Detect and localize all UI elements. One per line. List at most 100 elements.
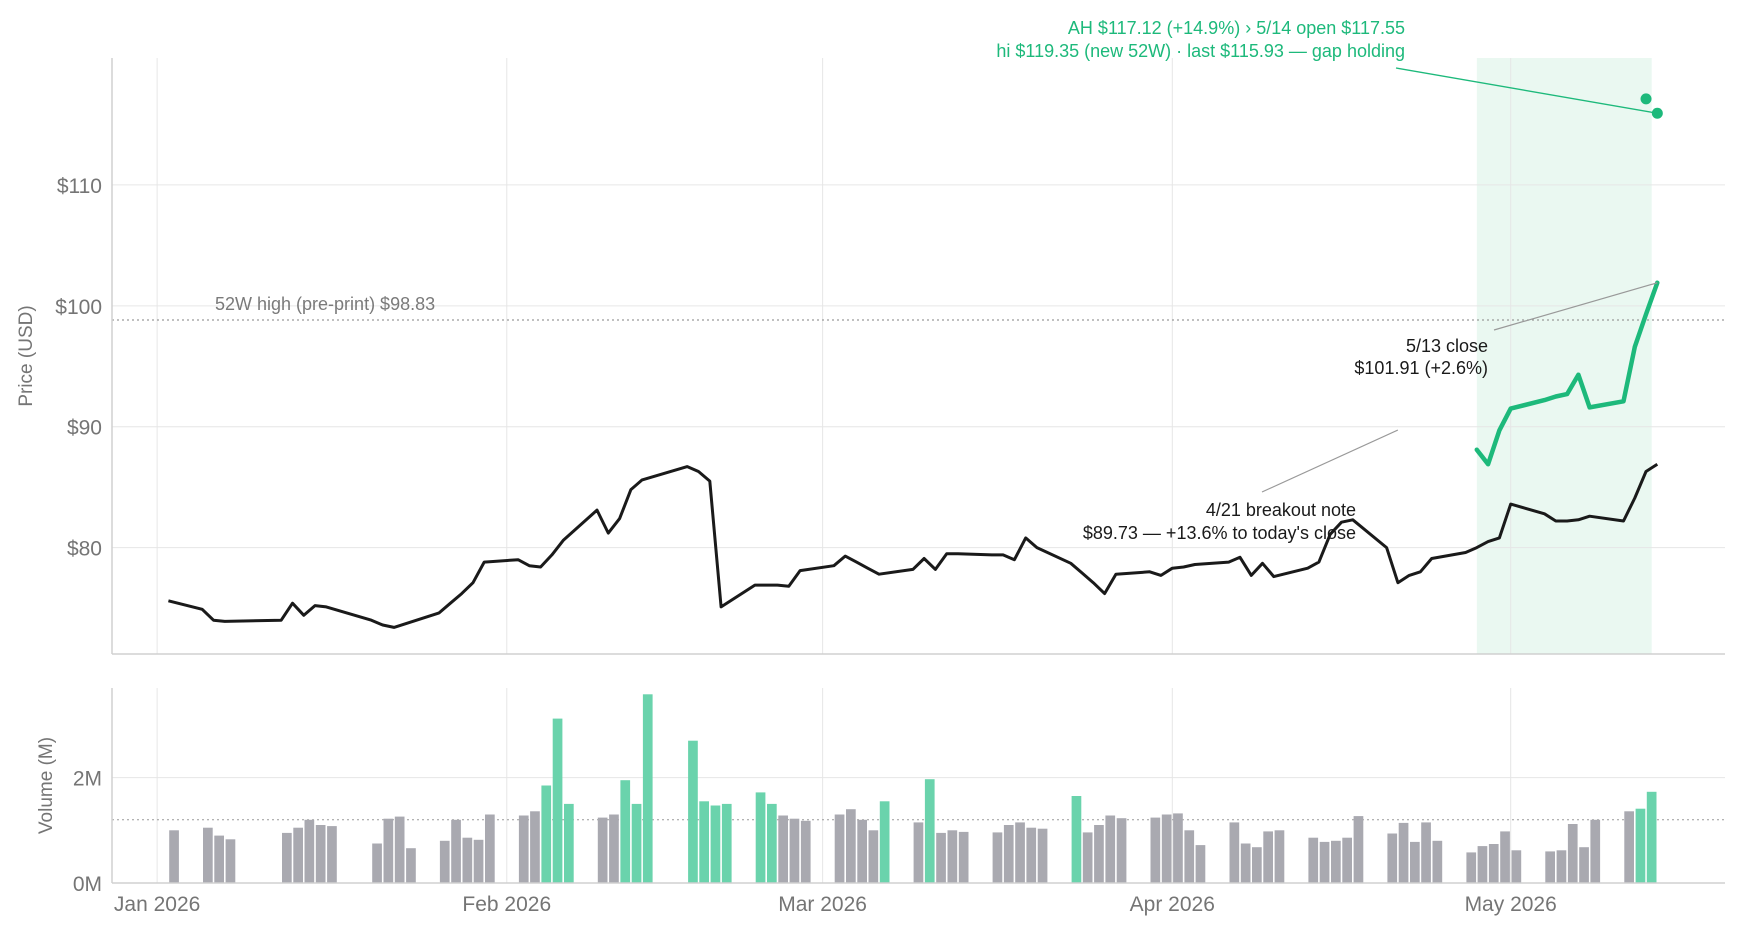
x-tick-label: Apr 2026 bbox=[1130, 893, 1215, 916]
volume-bar-67 bbox=[1308, 837, 1319, 883]
volume-bar-12 bbox=[406, 848, 416, 883]
shaded-period bbox=[1476, 58, 1652, 654]
annotation-layer: 52W high (pre-print) $98.83 4/21 breakout… bbox=[215, 18, 1658, 543]
volume-bar-61 bbox=[1195, 845, 1206, 883]
volume-bar-89 bbox=[1646, 791, 1657, 883]
volume-bar-81 bbox=[1511, 850, 1522, 883]
volume-bar-13 bbox=[439, 840, 450, 883]
close-leader-line bbox=[1493, 282, 1658, 331]
volume-bar-60 bbox=[1184, 830, 1195, 883]
breakout-leader-line bbox=[1261, 429, 1399, 493]
volume-bar-74 bbox=[1410, 841, 1420, 883]
volume-bar-18 bbox=[518, 815, 529, 883]
series-layer bbox=[112, 93, 1725, 883]
volume-bar-83 bbox=[1556, 850, 1567, 883]
x-tick-label: May 2026 bbox=[1465, 893, 1557, 916]
volume-bar-62 bbox=[1229, 822, 1240, 883]
volume-bar-4 bbox=[282, 832, 292, 883]
price-y-tick-label: $90 bbox=[67, 417, 102, 440]
volume-bar-77 bbox=[1466, 852, 1477, 883]
price-y-tick-label: $80 bbox=[67, 538, 102, 561]
volume-bar-88 bbox=[1635, 808, 1646, 883]
volume-bar-21 bbox=[552, 718, 563, 883]
volume-bar-59 bbox=[1173, 813, 1183, 883]
volume-bar-76 bbox=[1432, 840, 1443, 883]
volume-bar-30 bbox=[710, 805, 721, 883]
recent-price-line bbox=[1474, 280, 1660, 467]
volume-bar-37 bbox=[834, 814, 845, 883]
volume-bar-63 bbox=[1240, 843, 1251, 883]
volume-bar-72 bbox=[1387, 833, 1398, 883]
volume-bar-15 bbox=[462, 837, 473, 883]
price-axis-title: Price (USD) bbox=[16, 305, 37, 406]
after-hours-leader-line bbox=[1395, 67, 1658, 114]
volume-bar-54 bbox=[1094, 825, 1104, 883]
volume-bar-39 bbox=[857, 819, 867, 883]
volume-bar-42 bbox=[913, 822, 924, 883]
volume-bar-75 bbox=[1421, 822, 1431, 883]
volume-axis-title: Volume (M) bbox=[36, 737, 57, 834]
volume-bar-28 bbox=[688, 740, 698, 883]
volume-bar-24 bbox=[609, 814, 619, 883]
axes-layer: $80 $90 $100 $110 0M 2M Jan 2026 Feb 2026 Mar 20… bbox=[16, 58, 1725, 916]
volume-bar-47 bbox=[992, 832, 1003, 883]
volume-bar-19 bbox=[530, 811, 540, 883]
volume-bar-55 bbox=[1105, 815, 1116, 883]
volume-bar-51 bbox=[1037, 828, 1048, 883]
volume-bar-64 bbox=[1252, 847, 1262, 883]
volume-bar-68 bbox=[1319, 841, 1330, 883]
volume-bar-87 bbox=[1624, 811, 1634, 883]
volume-bar-40 bbox=[868, 830, 879, 883]
volume-bar-16 bbox=[473, 839, 484, 883]
volume-bar-9 bbox=[372, 843, 382, 883]
price-line bbox=[168, 462, 1659, 629]
volume-bar-44 bbox=[936, 832, 946, 883]
volume-bar-80 bbox=[1500, 831, 1510, 883]
volume-bar-22 bbox=[564, 803, 574, 883]
after-hours-note-line2: hi $119.35 (new 52W) · last $115.93 — ga… bbox=[996, 41, 1405, 61]
volume-bar-79 bbox=[1488, 844, 1499, 883]
breakout-note-line2: $89.73 — +13.6% to today's close bbox=[1083, 523, 1356, 543]
volume-bar-23 bbox=[597, 817, 608, 883]
volume-bar-66 bbox=[1274, 830, 1285, 883]
volume-bar-31 bbox=[721, 803, 732, 883]
volume-bar-10 bbox=[383, 818, 394, 883]
volume-bar-8 bbox=[327, 826, 337, 883]
volume-bar-7 bbox=[315, 825, 326, 883]
volume-bar-6 bbox=[304, 819, 315, 883]
volume-bar-78 bbox=[1477, 846, 1488, 883]
volume-bar-34 bbox=[778, 815, 788, 883]
volume-bar-3 bbox=[225, 839, 236, 883]
volume-y-tick-label: 0M bbox=[73, 873, 102, 896]
after-hours-note-line1: AH $117.12 (+14.9%) › 5/14 open $117.55 bbox=[1068, 18, 1405, 38]
volume-bar-46 bbox=[958, 831, 969, 883]
volume-bar-33 bbox=[767, 803, 777, 883]
close-note-line2: $101.91 (+2.6%) bbox=[1354, 358, 1488, 378]
volume-bar-32 bbox=[755, 792, 766, 883]
volume-bar-48 bbox=[1003, 825, 1014, 883]
after-hours-point-0 bbox=[1640, 93, 1652, 105]
volume-bar-65 bbox=[1263, 831, 1273, 883]
volume-bar-85 bbox=[1579, 847, 1589, 883]
breakout-note-line1: 4/21 breakout note bbox=[1206, 500, 1356, 520]
volume-bar-49 bbox=[1015, 822, 1025, 883]
volume-bar-2 bbox=[214, 835, 224, 883]
volume-bar-53 bbox=[1082, 832, 1093, 883]
price-y-tick-label: $100 bbox=[55, 296, 102, 319]
volume-bar-84 bbox=[1567, 824, 1578, 883]
volume-bar-41 bbox=[879, 801, 890, 883]
volume-bar-71 bbox=[1353, 816, 1364, 883]
volume-bar-0 bbox=[169, 830, 179, 883]
volume-bar-17 bbox=[485, 814, 495, 883]
volume-bar-38 bbox=[846, 809, 856, 883]
volume-bar-14 bbox=[451, 819, 461, 883]
close-note-line1: 5/13 close bbox=[1406, 336, 1488, 356]
volume-bar-57 bbox=[1150, 817, 1161, 883]
volume-bar-36 bbox=[800, 820, 811, 883]
volume-bar-35 bbox=[789, 818, 800, 883]
volume-bar-73 bbox=[1398, 822, 1409, 883]
volume-bar-69 bbox=[1331, 840, 1341, 883]
volume-bar-5 bbox=[293, 827, 303, 883]
volume-bar-70 bbox=[1342, 837, 1352, 883]
